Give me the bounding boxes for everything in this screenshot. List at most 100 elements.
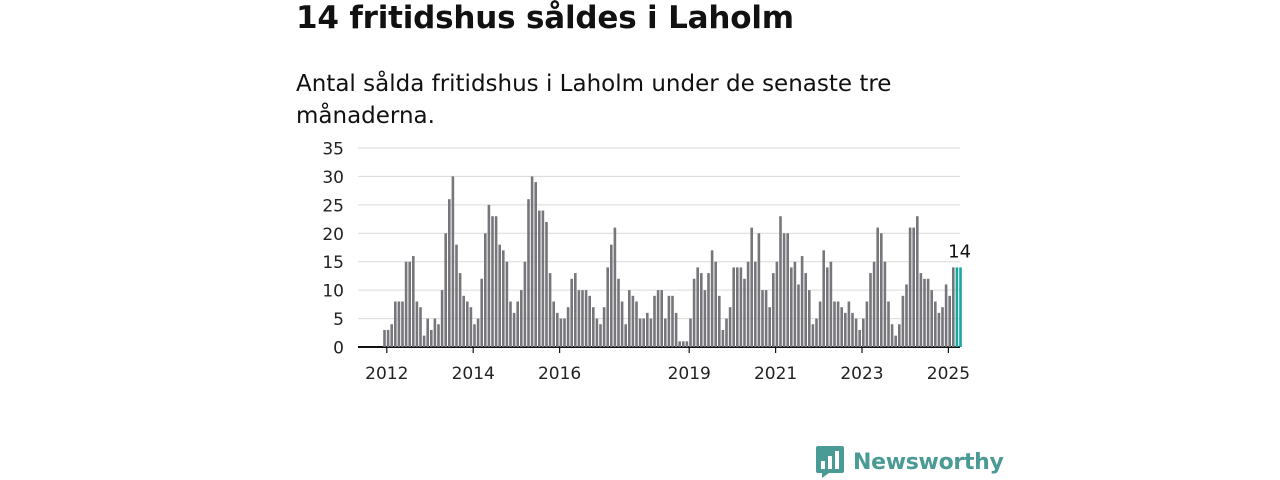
x-tick-label: 2016 xyxy=(538,364,581,384)
bar xyxy=(930,290,933,347)
bar xyxy=(865,301,869,347)
bar xyxy=(790,267,793,347)
y-tick-label: 15 xyxy=(322,253,344,273)
bar xyxy=(566,307,570,347)
bar xyxy=(844,312,847,347)
bar xyxy=(487,204,491,347)
bar xyxy=(473,324,476,347)
bar xyxy=(520,290,523,347)
bar xyxy=(710,250,714,347)
bar xyxy=(721,329,725,347)
bar xyxy=(635,301,638,347)
y-tick-label: 30 xyxy=(322,168,344,188)
bar xyxy=(541,210,545,347)
y-tick-label: 0 xyxy=(333,339,344,359)
bar xyxy=(505,261,509,347)
bar xyxy=(750,227,753,347)
bar xyxy=(901,295,905,347)
bar xyxy=(696,267,699,347)
bar xyxy=(952,267,955,347)
bar xyxy=(548,273,552,347)
bar xyxy=(664,318,667,347)
x-tick-label: 2019 xyxy=(668,364,711,384)
bar xyxy=(703,290,707,347)
bar xyxy=(714,261,717,347)
bar xyxy=(912,227,915,347)
bar xyxy=(847,301,851,347)
bar xyxy=(948,295,951,347)
bar xyxy=(458,273,462,347)
bar xyxy=(898,324,901,347)
bar xyxy=(872,261,876,347)
bar xyxy=(415,301,419,347)
bar xyxy=(660,290,663,347)
bar xyxy=(718,295,721,347)
bar xyxy=(527,199,530,347)
bar xyxy=(858,329,861,347)
bar xyxy=(826,267,829,347)
bar xyxy=(448,199,451,347)
bar xyxy=(480,278,483,347)
newsworthy-logo-icon xyxy=(816,446,844,478)
y-axis-tick-labels: 0 5 10 15 20 25 30 35 xyxy=(322,140,344,359)
bar xyxy=(649,318,653,347)
bar xyxy=(444,233,447,347)
bar xyxy=(613,227,617,347)
bar xyxy=(397,301,401,347)
bar xyxy=(689,318,692,347)
bar xyxy=(530,176,534,347)
bar xyxy=(894,335,897,347)
bar xyxy=(732,267,735,347)
bar xyxy=(941,307,944,347)
bar xyxy=(944,284,948,347)
bar xyxy=(916,216,919,347)
bar xyxy=(440,290,444,347)
bar xyxy=(476,318,480,347)
bar xyxy=(631,295,635,347)
bar xyxy=(426,318,429,347)
x-tick-label: 2014 xyxy=(452,364,495,384)
bar xyxy=(617,278,620,347)
bar xyxy=(836,301,840,347)
bar xyxy=(390,324,393,347)
bar xyxy=(923,278,926,347)
x-tick-label: 2012 xyxy=(365,364,408,384)
bar xyxy=(599,324,602,347)
bar xyxy=(383,329,386,347)
bar xyxy=(512,312,516,347)
bar xyxy=(556,312,559,347)
bar xyxy=(815,318,818,347)
bar xyxy=(880,233,883,347)
bar xyxy=(671,295,674,347)
bar xyxy=(736,267,739,347)
bar xyxy=(840,307,843,347)
brand-name: Newsworthy xyxy=(853,449,1004,475)
bar xyxy=(620,301,624,347)
bar xyxy=(534,182,537,347)
bar xyxy=(642,318,645,347)
data-label: 14 xyxy=(948,241,971,262)
bar xyxy=(829,261,833,347)
bar xyxy=(581,290,584,347)
bar xyxy=(728,307,732,347)
bar xyxy=(890,324,894,347)
bar xyxy=(516,301,519,347)
bar xyxy=(584,290,588,347)
bar xyxy=(563,318,566,347)
x-tick-label: 2021 xyxy=(754,364,797,384)
bar xyxy=(386,329,390,347)
bar xyxy=(498,244,501,347)
bar xyxy=(422,335,426,347)
bar xyxy=(577,290,581,347)
bar xyxy=(653,295,656,347)
bar xyxy=(876,227,879,347)
bar xyxy=(678,341,681,347)
bar xyxy=(725,318,728,347)
bar xyxy=(638,318,642,347)
bar xyxy=(786,233,789,347)
bar xyxy=(682,341,685,347)
bar xyxy=(937,312,941,347)
x-axis-tick-labels: 2012 2014 2016 2019 2021 2023 2025 xyxy=(365,347,970,384)
highlighted-bar xyxy=(959,267,962,347)
y-tick-label: 25 xyxy=(322,196,344,216)
